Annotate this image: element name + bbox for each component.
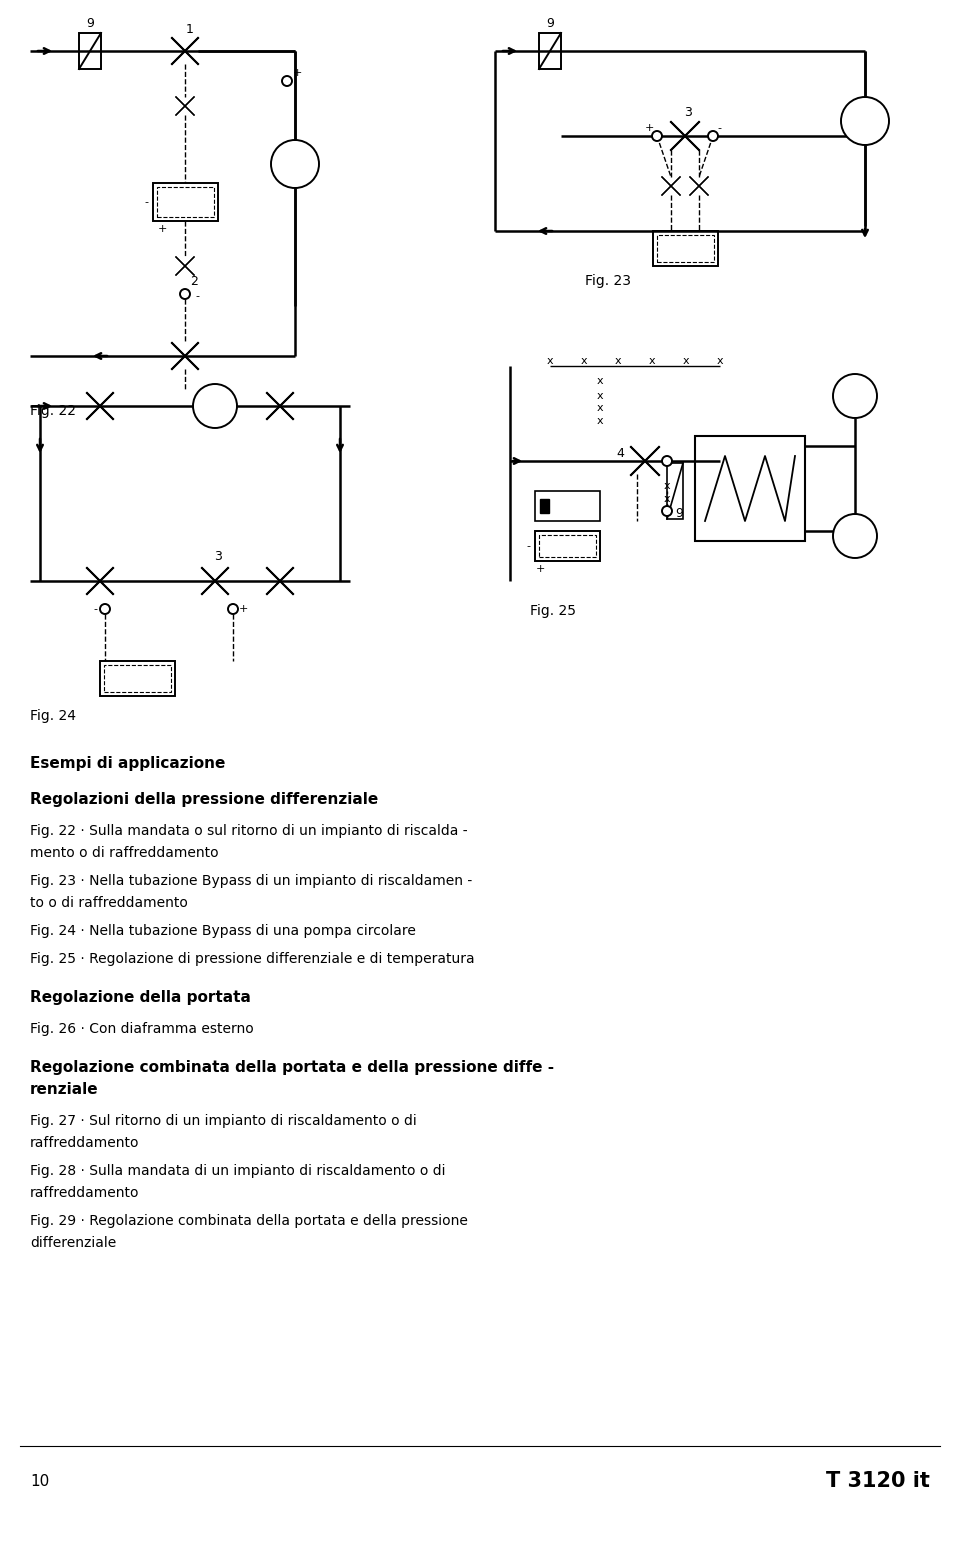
Text: 9: 9 <box>675 507 683 519</box>
Text: -: - <box>526 541 530 552</box>
Text: x: x <box>663 481 670 492</box>
Text: x: x <box>597 404 603 413</box>
Text: -: - <box>93 604 97 613</box>
Text: Fig. 22: Fig. 22 <box>30 404 76 418</box>
Text: 9: 9 <box>86 17 94 29</box>
Text: Fig. 27 · Sul ritorno di un impianto di riscaldamento o di: Fig. 27 · Sul ritorno di un impianto di … <box>30 1114 417 1128</box>
Text: x: x <box>683 356 689 367</box>
Text: Fig. 25: Fig. 25 <box>530 604 576 618</box>
Bar <box>667 462 683 519</box>
Text: Regolazione della portata: Regolazione della portata <box>30 989 251 1005</box>
Circle shape <box>662 505 672 516</box>
Text: -: - <box>717 123 721 133</box>
Text: Fig. 26 · Con diaframma esterno: Fig. 26 · Con diaframma esterno <box>30 1022 253 1036</box>
Text: x: x <box>597 391 603 401</box>
Text: Fig. 23: Fig. 23 <box>585 274 631 288</box>
Circle shape <box>193 384 237 428</box>
Text: Fig. 25 · Regolazione di pressione differenziale e di temperatura: Fig. 25 · Regolazione di pressione diffe… <box>30 952 474 966</box>
Text: 3: 3 <box>214 550 222 562</box>
Text: 2: 2 <box>190 274 198 288</box>
Text: 1: 1 <box>186 23 194 35</box>
Bar <box>79 32 101 69</box>
Text: Fig. 24 · Nella tubazione Bypass di una pompa circolare: Fig. 24 · Nella tubazione Bypass di una … <box>30 925 416 938</box>
Circle shape <box>662 456 672 465</box>
Text: 4: 4 <box>616 447 624 459</box>
Text: 10: 10 <box>30 1473 49 1489</box>
Text: x: x <box>717 356 723 367</box>
Text: mento o di raffreddamento: mento o di raffreddamento <box>30 846 219 860</box>
Text: x: x <box>546 356 553 367</box>
Bar <box>657 234 714 262</box>
Text: x: x <box>581 356 588 367</box>
Text: Fig. 23 · Nella tubazione Bypass di un impianto di riscaldamen -: Fig. 23 · Nella tubazione Bypass di un i… <box>30 874 472 888</box>
Circle shape <box>833 515 877 558</box>
Text: x: x <box>597 376 603 385</box>
Circle shape <box>833 374 877 418</box>
Text: Fig. 28 · Sulla mandata di un impianto di riscaldamento o di: Fig. 28 · Sulla mandata di un impianto d… <box>30 1163 445 1177</box>
Circle shape <box>708 131 718 140</box>
Polygon shape <box>540 499 549 513</box>
Circle shape <box>228 604 238 613</box>
Text: 3: 3 <box>684 105 692 119</box>
Circle shape <box>271 140 319 188</box>
Bar <box>539 32 561 69</box>
Text: x: x <box>663 495 670 504</box>
Bar <box>695 436 805 541</box>
Bar <box>653 231 718 267</box>
Text: x: x <box>597 416 603 425</box>
Text: Esempi di applicazione: Esempi di applicazione <box>30 757 226 770</box>
Circle shape <box>100 604 110 613</box>
Bar <box>535 492 600 521</box>
Bar <box>539 535 596 556</box>
Text: raffreddamento: raffreddamento <box>30 1136 139 1150</box>
Text: Fig. 29 · Regolazione combinata della portata e della pressione: Fig. 29 · Regolazione combinata della po… <box>30 1214 468 1228</box>
Text: differenziale: differenziale <box>30 1236 116 1250</box>
Text: Fig. 22 · Sulla mandata o sul ritorno di un impianto di riscalda -: Fig. 22 · Sulla mandata o sul ritorno di… <box>30 824 468 838</box>
Text: to o di raffreddamento: to o di raffreddamento <box>30 895 188 911</box>
Text: +: + <box>238 604 248 613</box>
Text: x: x <box>614 356 621 367</box>
Bar <box>157 186 214 217</box>
Circle shape <box>841 97 889 145</box>
Text: Regolazioni della pressione differenziale: Regolazioni della pressione differenzial… <box>30 792 378 807</box>
Text: 9: 9 <box>546 17 554 29</box>
Text: -: - <box>144 197 148 206</box>
Text: Fig. 24: Fig. 24 <box>30 709 76 723</box>
Text: raffreddamento: raffreddamento <box>30 1187 139 1200</box>
Text: -: - <box>195 291 199 300</box>
Circle shape <box>282 76 292 86</box>
Circle shape <box>180 290 190 299</box>
Bar <box>153 183 218 220</box>
Text: x: x <box>649 356 656 367</box>
Circle shape <box>652 131 662 140</box>
Text: +: + <box>292 68 301 79</box>
Bar <box>104 666 171 692</box>
Text: T 3120 it: T 3120 it <box>827 1472 930 1492</box>
Text: Regolazione combinata della portata e della pressione diffe -: Regolazione combinata della portata e de… <box>30 1060 554 1076</box>
Text: +: + <box>536 564 544 573</box>
Bar <box>535 532 600 561</box>
Text: +: + <box>158 223 167 234</box>
Text: +: + <box>644 123 654 133</box>
Bar <box>100 661 175 697</box>
Text: renziale: renziale <box>30 1082 99 1097</box>
